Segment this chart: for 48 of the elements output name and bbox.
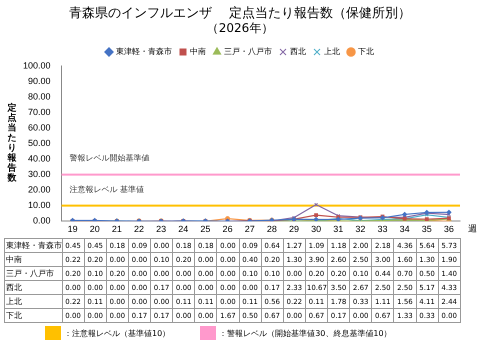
x-tick-label: 24 [178,224,188,234]
y-tick-label: 80.00 [28,92,51,102]
x-tick-label: 35 [422,224,432,234]
text: ：警報レベル（開始基準値30、終息基準値10） [219,328,392,338]
x-tick-label: 22 [134,224,144,234]
text: 中南 [6,255,22,264]
x-tick-label: 27 [244,224,255,234]
y-tick-label: 70.00 [28,107,51,118]
y-tick-label: 50.00 [28,138,51,148]
text: 下北 [6,311,22,320]
x-tick-label: 36 [444,224,454,234]
x-tick-label: 23 [156,224,166,234]
legend-label: 東津軽・青森市 [116,47,172,56]
legend-label: 西北 [290,47,306,56]
chart-subtitle: （2026年） [206,20,274,35]
legend-label: 下北 [358,47,374,56]
y-axis-title: 定点当たり報告数 [6,102,18,184]
ref-line-label: 注意報レベル 基準値 [70,184,144,194]
x-tick-label: 33 [378,224,388,234]
text: ：注意報レベル（基準値10） [64,328,170,338]
x-tick-label: 20 [90,224,100,234]
y-tick-label: 30.00 [28,169,51,180]
x-tick-label: 34 [400,224,410,234]
x-tick-label: 30 [311,224,322,234]
legend-label: 上北 [324,47,340,56]
x-tick-label: 19 [68,224,78,234]
y-tick-label: 90.00 [28,76,51,86]
legend-label: 中南 [190,47,206,56]
x-tick-label: 21 [112,224,122,234]
x-tick-label: 25 [200,224,210,234]
x-tick-label: 26 [222,224,233,234]
y-tick-label: 40.00 [28,154,51,164]
x-tick-label: 29 [288,224,299,234]
x-axis-title: 週 [468,223,477,234]
ref-line-label: 警報レベル開始基準値 [70,154,150,163]
y-tick-label: 60.00 [28,122,51,133]
x-tick-label: 32 [355,224,366,234]
text: 三戸・八戸市 [6,269,54,278]
x-tick-label: 28 [266,224,277,234]
legend-label: 三戸・八戸市 [224,47,272,56]
y-tick-label: 10.00 [28,200,51,210]
chart-title: 青森県のインフルエンザ 定点当たり報告数（保健所別） [68,6,412,22]
text: 西北 [6,283,22,292]
x-tick-label: 31 [333,224,344,234]
y-tick-label: 100.00 [22,60,51,70]
text: 上北 [6,297,22,306]
y-tick-label: 20.00 [28,184,51,195]
y-tick-label: 0.00 [32,216,51,226]
